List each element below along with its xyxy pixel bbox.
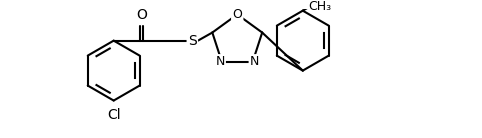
Text: CH₃: CH₃ xyxy=(308,0,332,13)
Text: Cl: Cl xyxy=(107,108,120,122)
Text: O: O xyxy=(136,8,147,22)
Text: O: O xyxy=(232,8,242,21)
Text: N: N xyxy=(250,55,259,68)
Text: S: S xyxy=(188,34,197,48)
Text: N: N xyxy=(215,55,225,68)
